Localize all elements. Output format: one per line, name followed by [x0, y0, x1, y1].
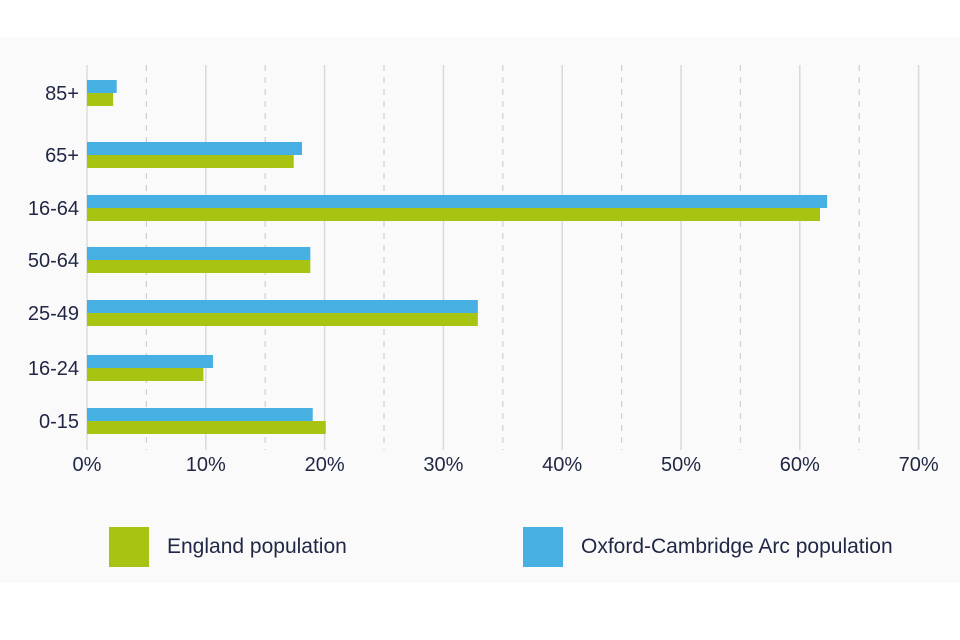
legend-item-arc: Oxford-Cambridge Arc population	[523, 527, 893, 567]
bar-england-50-64	[87, 260, 311, 273]
bar-england-85+	[87, 93, 114, 106]
y-axis-labels: 85+ 65+ 16-64 50-64 25-49 16-24 0-15	[28, 83, 79, 433]
bar-arc-65+	[87, 142, 303, 155]
x-tick-label: 0%	[73, 454, 102, 476]
x-tick-label: 40%	[542, 454, 582, 476]
bar-arc-16-64	[87, 195, 828, 208]
y-tick-label: 65+	[45, 145, 79, 167]
bar-england-65+	[87, 155, 294, 168]
x-tick-label: 30%	[423, 454, 463, 476]
bar-arc-85+	[87, 80, 117, 93]
x-tick-label: 60%	[780, 454, 820, 476]
y-tick-label: 50-64	[28, 250, 79, 272]
x-tick-label: 10%	[186, 454, 226, 476]
y-tick-label: 25-49	[28, 303, 79, 325]
bar-chart: 85+ 65+ 16-64 50-64 25-49 16-24 0-15 0% 10% 20% 3…	[28, 65, 939, 476]
y-tick-label: 85+	[45, 83, 79, 105]
y-tick-label: 16-64	[28, 198, 79, 220]
bar-arc-25-49	[87, 300, 478, 313]
bar-england-16-24	[87, 368, 204, 381]
legend-label-arc: Oxford-Cambridge Arc population	[581, 535, 893, 558]
x-tick-label: 20%	[305, 454, 345, 476]
x-tick-label: 50%	[661, 454, 701, 476]
legend-swatch-arc	[523, 527, 563, 567]
chart-panel: 85+ 65+ 16-64 50-64 25-49 16-24 0-15 0% 10% 20% 3…	[0, 37, 960, 583]
bar-england-0-15	[87, 421, 326, 434]
bar-arc-16-24	[87, 355, 213, 368]
x-axis-labels: 0% 10% 20% 30% 40% 50% 60% 70%	[73, 454, 939, 476]
bar-england-25-49	[87, 313, 478, 326]
bar-arc-50-64	[87, 247, 311, 260]
y-tick-label: 16-24	[28, 358, 79, 380]
legend-label-england: England population	[167, 535, 347, 558]
x-tick-label: 70%	[899, 454, 939, 476]
bar-england-16-64	[87, 208, 820, 221]
legend-swatch-england	[109, 527, 149, 567]
legend-item-england: England population	[109, 527, 347, 567]
y-tick-label: 0-15	[39, 411, 79, 433]
bar-arc-0-15	[87, 408, 313, 421]
bars	[87, 80, 828, 434]
